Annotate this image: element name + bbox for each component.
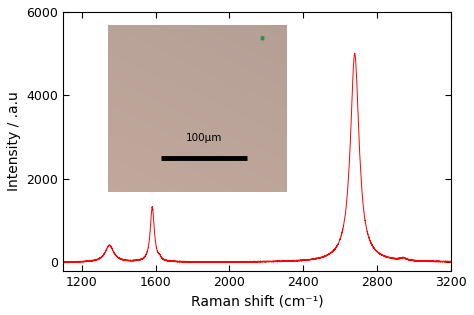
Y-axis label: Intensity / .a.u: Intensity / .a.u: [7, 91, 21, 191]
X-axis label: Raman shift (cm⁻¹): Raman shift (cm⁻¹): [191, 294, 324, 308]
